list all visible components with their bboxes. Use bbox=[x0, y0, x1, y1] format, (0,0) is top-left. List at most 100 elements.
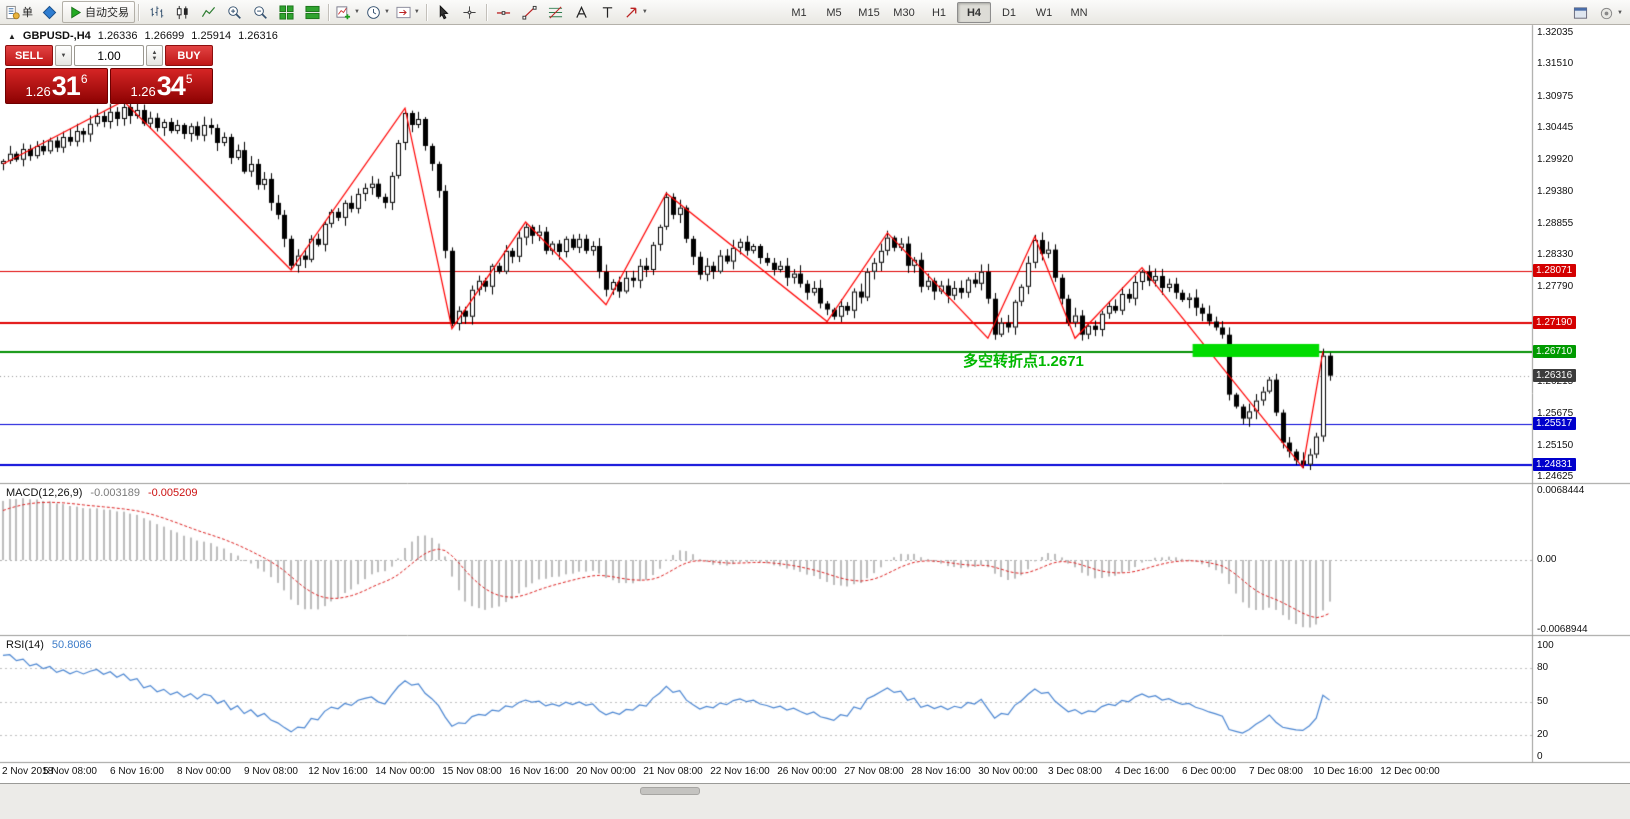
x-axis-label: 27 Nov 08:00 bbox=[844, 766, 904, 777]
volume-spinner[interactable]: ▲ ▼ bbox=[146, 45, 163, 66]
horizontal-scrollbar-thumb[interactable] bbox=[640, 787, 700, 795]
current-price-tag: 1.26316 bbox=[1533, 368, 1577, 382]
ohlc-close: 1.26316 bbox=[238, 30, 278, 42]
toolbar: 单自动交易 ▼ ▼ ▼ ▼ M1 M5 M15 M30 H1 H4 D1 W1 MN ▼ bbox=[0, 0, 1630, 25]
ohlc-open: 1.26336 bbox=[97, 30, 138, 42]
expert-advisor-icon[interactable] bbox=[36, 1, 62, 23]
fibonacci-button[interactable] bbox=[543, 1, 569, 23]
timeframe-m15[interactable]: M15 bbox=[858, 6, 880, 19]
y-axis-label: 1.32035 bbox=[1537, 27, 1574, 38]
price-level-tag: 1.27190 bbox=[1533, 316, 1577, 330]
symbol-title: GBPUSD-,H4 bbox=[22, 30, 91, 42]
buy-button[interactable]: BUY bbox=[165, 45, 213, 66]
sell-button[interactable]: SELL bbox=[5, 45, 53, 66]
buy-price-tile[interactable]: 1.26 34 5 bbox=[110, 68, 213, 104]
timeframe-m30[interactable]: M30 bbox=[893, 6, 915, 19]
cascade-windows-button[interactable] bbox=[299, 1, 325, 23]
zoom-in-button[interactable] bbox=[221, 1, 247, 23]
ask-price-pipette: 5 bbox=[185, 72, 193, 86]
timeframe-m1[interactable]: M1 bbox=[791, 6, 807, 19]
x-axis-label: 10 Dec 16:00 bbox=[1313, 766, 1373, 777]
toolbar-options-icon[interactable]: ▼ bbox=[1596, 2, 1626, 24]
macd-scale-label: 0.0068444 bbox=[1537, 485, 1585, 496]
timeframe-mn[interactable]: MN bbox=[1070, 6, 1088, 19]
line-chart-button[interactable] bbox=[195, 1, 221, 23]
ohlc-high: 1.26699 bbox=[144, 30, 185, 42]
autotrading-button[interactable]: 自动交易 bbox=[62, 1, 135, 23]
bid-price-pipette: 6 bbox=[80, 72, 88, 86]
y-axis-label: 1.27790 bbox=[1537, 281, 1574, 293]
toolbar-separator bbox=[328, 3, 330, 21]
cursor-button[interactable] bbox=[431, 1, 457, 23]
ask-price-prefix: 1.26 bbox=[130, 84, 156, 99]
rsi-scale-label: 100 bbox=[1537, 640, 1554, 651]
new-chart-button[interactable]: ▼ bbox=[333, 1, 363, 23]
bar-chart-button[interactable] bbox=[143, 1, 169, 23]
timeframe-w1[interactable]: W1 bbox=[1035, 6, 1053, 19]
y-axis-label: 1.25675 bbox=[1537, 408, 1574, 420]
rsi-value: 50.8086 bbox=[51, 639, 92, 651]
timeframe-bar: M1 M5 M15 M30 H1 H4 D1 W1 MN bbox=[782, 2, 1096, 23]
y-axis-label: 1.24625 bbox=[1537, 471, 1574, 482]
x-axis-label: 15 Nov 08:00 bbox=[442, 766, 502, 777]
price-level-tag: 1.24831 bbox=[1533, 457, 1577, 471]
sell-price-tile[interactable]: 1.26 31 6 bbox=[5, 68, 108, 104]
toolbar-separator bbox=[425, 3, 428, 21]
arrows-button[interactable]: ▼ bbox=[621, 1, 651, 23]
y-axis-label: 1.31510 bbox=[1537, 58, 1574, 70]
chart-windows-icon[interactable] bbox=[1567, 2, 1593, 24]
timeframe-d1[interactable]: D1 bbox=[1001, 6, 1017, 19]
rsi-scale-label: 50 bbox=[1537, 695, 1549, 707]
x-axis-label: 12 Dec 00:00 bbox=[1380, 766, 1440, 777]
horizontal-line-button[interactable] bbox=[491, 1, 517, 23]
y-axis-label: 1.30975 bbox=[1537, 90, 1574, 102]
x-axis-label: 26 Nov 00:00 bbox=[777, 766, 837, 777]
crosshair-button[interactable] bbox=[457, 1, 483, 23]
x-axis-label: 7 Dec 08:00 bbox=[1249, 766, 1303, 777]
toolbar-right-icons: ▼ bbox=[1567, 2, 1626, 24]
bid-price-prefix: 1.26 bbox=[25, 84, 51, 99]
x-axis-label: 16 Nov 16:00 bbox=[509, 766, 569, 777]
timeframe-h4[interactable]: H4 bbox=[957, 2, 991, 23]
collapse-panel-icon[interactable]: ▲ bbox=[8, 31, 16, 41]
chart-annotation: 多空转折点1.2671 bbox=[963, 353, 1084, 370]
x-axis-label: 28 Nov 16:00 bbox=[911, 766, 971, 777]
x-axis-label: 21 Nov 08:00 bbox=[643, 766, 703, 777]
chart-shift-button[interactable]: ▼ bbox=[393, 1, 423, 23]
y-axis-label: 1.30445 bbox=[1537, 122, 1574, 134]
one-click-trading-panel: SELL ▼ ▲▼ BUY 1.26 31 6 1.26 34 5 bbox=[5, 45, 213, 104]
tile-windows-button[interactable] bbox=[273, 1, 299, 23]
bid-price-big: 31 bbox=[51, 71, 81, 101]
price-level-tag: 1.25517 bbox=[1533, 416, 1577, 430]
text-button[interactable] bbox=[569, 1, 595, 23]
x-axis-label: 2 Nov 2018 bbox=[2, 766, 54, 777]
volume-input[interactable] bbox=[74, 45, 144, 66]
macd-signal-value: -0.005209 bbox=[147, 487, 198, 499]
rsi-scale-label: 80 bbox=[1537, 662, 1549, 674]
text-label-button[interactable] bbox=[595, 1, 621, 23]
zoom-out-button[interactable] bbox=[247, 1, 273, 23]
x-axis-label: 14 Nov 00:00 bbox=[375, 766, 435, 777]
timeframe-m5[interactable]: M5 bbox=[826, 6, 842, 19]
new-order-button[interactable]: 单 bbox=[2, 1, 36, 23]
toolbar-separator bbox=[485, 3, 488, 21]
candlestick-button[interactable] bbox=[169, 1, 195, 23]
trendline-button[interactable] bbox=[517, 1, 543, 23]
x-axis-label: 12 Nov 16:00 bbox=[308, 766, 368, 777]
toolbar-separator bbox=[138, 3, 140, 21]
price-level-tag: 1.28071 bbox=[1533, 263, 1577, 277]
profiles-button[interactable]: ▼ bbox=[363, 1, 393, 23]
x-axis-label: 3 Dec 08:00 bbox=[1048, 766, 1102, 777]
macd-name: MACD(12,26,9) bbox=[6, 487, 83, 499]
y-axis-label: 1.28855 bbox=[1537, 217, 1574, 229]
symbol-info-bar: ▲ GBPUSD-,H4 1.26336 1.26699 1.25914 1.2… bbox=[8, 30, 278, 42]
ask-price-big: 34 bbox=[156, 71, 186, 101]
rsi-scale-label: 20 bbox=[1537, 728, 1549, 740]
y-axis-label: 1.29920 bbox=[1537, 153, 1574, 165]
y-axis-label: 1.29380 bbox=[1537, 186, 1574, 198]
sell-options-dropdown[interactable]: ▼ bbox=[55, 45, 72, 66]
timeframe-h1[interactable]: H1 bbox=[931, 6, 947, 19]
y-axis-label: 1.28330 bbox=[1537, 249, 1574, 260]
price-level-tag: 1.26710 bbox=[1533, 345, 1577, 359]
